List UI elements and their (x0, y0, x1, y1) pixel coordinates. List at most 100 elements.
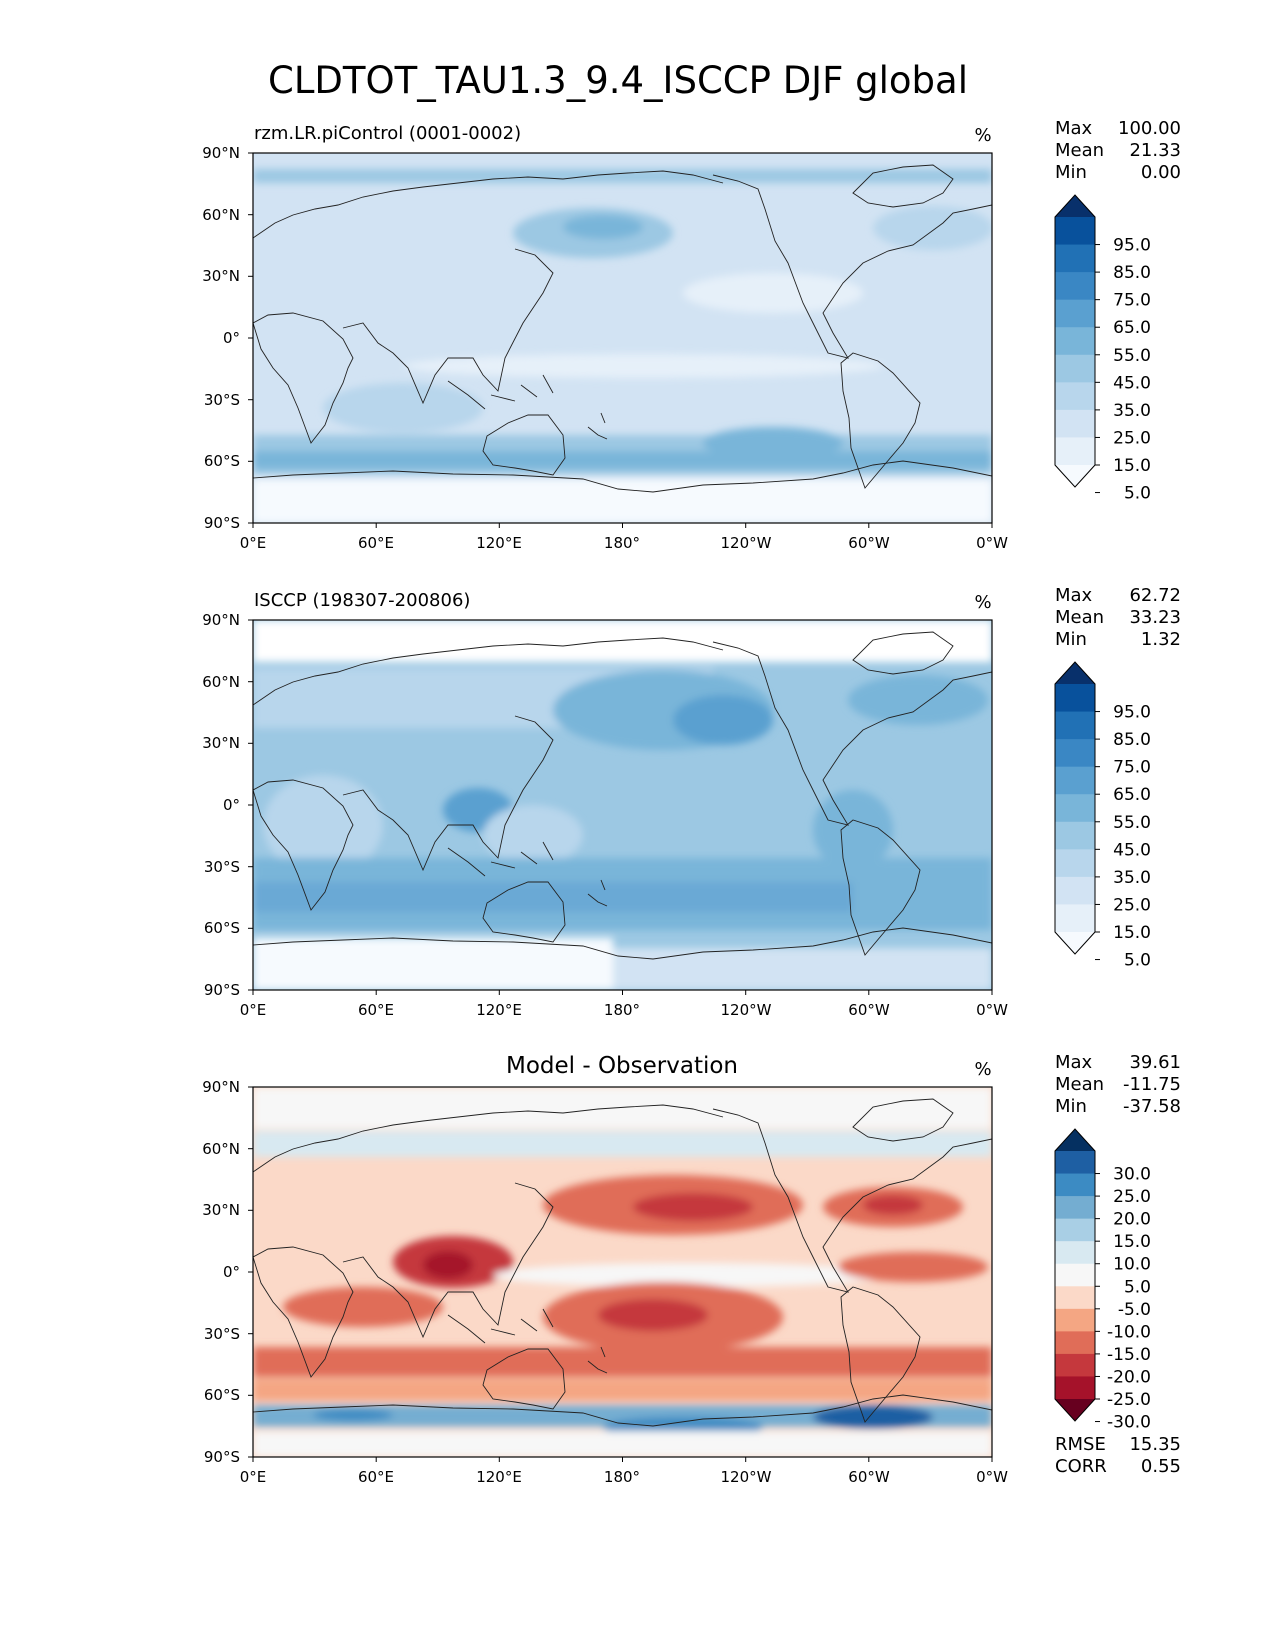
antarctic-region (253, 479, 992, 523)
x-tick-label: 0°E (240, 1001, 267, 1019)
panel-title-center: Model - Observation (506, 1053, 738, 1079)
y-tick-label: 60°N (202, 673, 240, 691)
colorbar-segment (1055, 876, 1095, 905)
colorbar-tick-label: 25.0 (1113, 428, 1151, 448)
colorbar-segment (1055, 1286, 1095, 1310)
stats-block: Max 100.00 Mean 21.33 Min 0.00 (1055, 118, 1181, 183)
colorbar-tick-label: 10.0 (1113, 1255, 1151, 1275)
stat-value: 0.55 (1141, 1456, 1181, 1477)
x-tick-label: 0°W (976, 1001, 1008, 1019)
panel-title-left: ISCCP (198307-200806) (254, 590, 470, 611)
colorbar-tick-label: -20.0 (1107, 1367, 1151, 1387)
africa-low-cloud (263, 775, 383, 875)
north-pacific-core (563, 215, 643, 239)
south-america-cloud (813, 790, 893, 870)
x-axis: 0°E 60°E 120°E 180° 120°W 60°W 0°W (240, 523, 1008, 552)
colorbar-tick-label: -15.0 (1107, 1345, 1151, 1365)
stat-label: RMSE (1055, 1434, 1106, 1455)
colorbar-segment (1055, 244, 1095, 273)
colorbar-tick-label: 5.0 (1124, 484, 1151, 504)
colorbar-tick-label: 5.0 (1124, 951, 1151, 971)
colorbar-tick-label: 35.0 (1113, 401, 1151, 421)
x-axis: 0°E 60°E 120°E 180° 120°W 60°W 0°W (240, 1457, 1008, 1486)
arctic-edge-positive (253, 1131, 992, 1157)
y-tick-label: 90°S (204, 981, 240, 999)
antarctic-coast-positive (253, 1405, 992, 1427)
north-pacific-bias-core (633, 1193, 753, 1221)
x-tick-label: 120°W (721, 534, 772, 552)
colorbar-extend-min (1055, 465, 1095, 487)
southern-ocean-patch (703, 427, 843, 459)
colorbar-segment (1055, 382, 1095, 411)
y-tick-label: 60°S (204, 919, 240, 937)
x-tick-label: 60°E (358, 1001, 394, 1019)
colorbar-extend-max (1055, 662, 1095, 684)
panel-units: % (974, 125, 991, 146)
stat-value: 39.61 (1129, 1052, 1181, 1073)
stat-label: CORR (1055, 1456, 1107, 1477)
colorbar-tick-label: 55.0 (1113, 346, 1151, 366)
colorbar-segment (1055, 1196, 1095, 1220)
y-tick-label: 30°S (204, 1325, 240, 1343)
y-tick-label: 30°N (202, 734, 240, 752)
colorbar-tick-label: -25.0 (1107, 1390, 1151, 1410)
colorbar-segment (1055, 849, 1095, 878)
southern-ocean-bias (253, 1347, 992, 1377)
colorbar-segment (1055, 904, 1095, 933)
colorbar-tick-label: 25.0 (1113, 1187, 1151, 1207)
itcz-cloud (403, 354, 883, 378)
y-tick-label: 30°S (204, 391, 240, 409)
colorbar-extend-min (1055, 932, 1095, 954)
stat-label: Mean (1055, 607, 1104, 628)
colorbar: 30.025.0 20.015.0 10.05.0 -5.0-10.0 -15.0-20… (1054, 1128, 1151, 1433)
polar-north-band (253, 169, 992, 183)
colorbar-segment (1055, 766, 1095, 795)
colorbar-tick-label: 75.0 (1113, 758, 1151, 778)
x-tick-label: 180° (604, 1001, 640, 1019)
colorbar-segment (1055, 299, 1095, 328)
panel-model: rzm.LR.piControl (0001-0002) % (202, 118, 1181, 552)
antarctic-region (253, 938, 613, 990)
colorbar-segment (1055, 327, 1095, 356)
stat-label: Min (1055, 1096, 1087, 1117)
indian-ocean-bias (283, 1287, 443, 1327)
colorbar-segment (1055, 739, 1095, 768)
north-atlantic-cloud (848, 675, 988, 725)
colorbar-tick-label: 95.0 (1113, 236, 1151, 256)
map-field (253, 153, 992, 523)
maritime-continent-core (423, 1251, 473, 1279)
atlantic-equatorial-bias (838, 1252, 988, 1282)
equatorial-pacific-clear (493, 1263, 893, 1287)
indian-ocean-cloud (323, 383, 483, 433)
stat-value: 1.32 (1141, 629, 1181, 650)
y-tick-label: 60°N (202, 206, 240, 224)
stat-value: -11.75 (1123, 1074, 1181, 1095)
stat-label: Min (1055, 629, 1087, 650)
colorbar-segment (1055, 1308, 1095, 1332)
colorbar-segment (1055, 409, 1095, 438)
panel-units: % (974, 592, 991, 613)
x-tick-label: 120°W (721, 1468, 772, 1486)
colorbar-tick-label: -10.0 (1107, 1322, 1151, 1342)
stat-value: 0.00 (1141, 162, 1181, 183)
colorbar-tick-label: 20.0 (1113, 1210, 1151, 1230)
stat-value: -37.58 (1123, 1096, 1181, 1117)
y-tick-label: 30°N (202, 267, 240, 285)
x-tick-label: 60°E (358, 534, 394, 552)
colorbar-extend-min (1055, 1399, 1095, 1421)
y-tick-label: 0° (223, 796, 240, 814)
colorbar-tick-label: 45.0 (1113, 373, 1151, 393)
colorbar-tick-label: -30.0 (1107, 1413, 1151, 1433)
x-tick-label: 0°E (240, 1468, 267, 1486)
stat-value: 100.00 (1118, 118, 1181, 139)
subtropical-pacific-cloud (683, 273, 863, 313)
colorbar-segment (1055, 1376, 1095, 1400)
colorbar-segment (1055, 1218, 1095, 1242)
colorbar-segment (1055, 1263, 1095, 1287)
colorbar-segment (1055, 437, 1095, 466)
y-tick-label: 0° (223, 329, 240, 347)
colorbar-tick-label: 15.0 (1113, 1232, 1151, 1252)
y-tick-label: 30°N (202, 1201, 240, 1219)
south-pacific-core (598, 1299, 708, 1331)
